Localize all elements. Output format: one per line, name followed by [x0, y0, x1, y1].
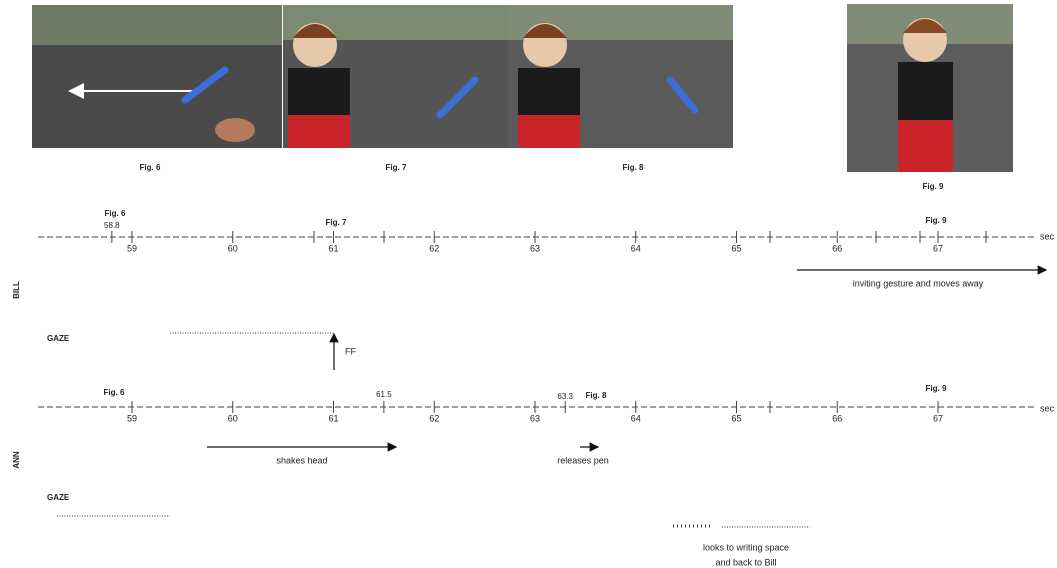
event-label: releases pen — [557, 455, 609, 465]
tick-label: 64 — [631, 243, 641, 253]
tick-label: 63 — [530, 413, 540, 423]
event-label: inviting gesture and moves away — [853, 278, 984, 288]
tick-label: 60 — [228, 243, 238, 253]
tick-label: 62 — [429, 413, 439, 423]
event-label: shakes head — [276, 455, 327, 465]
figure-caption: Fig. 9 — [923, 182, 944, 191]
participant-name: BILL — [12, 281, 21, 299]
figure-caption: Fig. 6 — [140, 163, 161, 172]
marker-label: Fig. 7 — [326, 218, 347, 227]
tick-label: 61 — [328, 243, 338, 253]
marked-time: 61.5 — [376, 390, 392, 399]
photo — [32, 5, 282, 148]
marker-label: Fig. 9 — [926, 216, 947, 225]
figure-caption: Fig. 7 — [386, 163, 407, 172]
marker-label: Fig. 6 — [104, 388, 125, 397]
tick-label: 59 — [127, 413, 137, 423]
unit: sec — [1040, 231, 1055, 241]
photo — [508, 5, 733, 148]
figure: Fig. 6 Fig. 7 Fig. 8 Fig. 9 BILL sec Fig… — [0, 0, 1057, 568]
photo — [847, 4, 1013, 172]
tick-label: 63 — [530, 243, 540, 253]
tick-label: 65 — [731, 243, 741, 253]
gaze-note: FF — [345, 346, 356, 356]
tick-label: 62 — [429, 243, 439, 253]
tick-label: 60 — [228, 413, 238, 423]
participant-name: ANN — [12, 451, 21, 469]
tick-label: 61 — [328, 413, 338, 423]
tick-label: 66 — [832, 413, 842, 423]
gaze-label: GAZE — [47, 493, 70, 502]
tick-label: 65 — [731, 413, 741, 423]
unit: sec — [1040, 403, 1055, 413]
tick-label: 66 — [832, 243, 842, 253]
tick-label: 67 — [933, 243, 943, 253]
tick-label: 64 — [631, 413, 641, 423]
tick-label: 59 — [127, 243, 137, 253]
photo — [283, 5, 508, 148]
marked-time: 63.3 — [557, 392, 573, 401]
tick-label: 67 — [933, 413, 943, 423]
gaze-note: and back to Bill — [715, 557, 776, 567]
marked-time: 58.8 — [104, 221, 120, 230]
marker-label: Fig. 6 — [105, 209, 126, 218]
marker-label: Fig. 9 — [926, 384, 947, 393]
figure-caption: Fig. 8 — [623, 163, 644, 172]
gaze-note: looks to writing space — [703, 542, 789, 552]
marker-label: Fig. 8 — [586, 391, 607, 400]
gaze-label: GAZE — [47, 334, 70, 343]
